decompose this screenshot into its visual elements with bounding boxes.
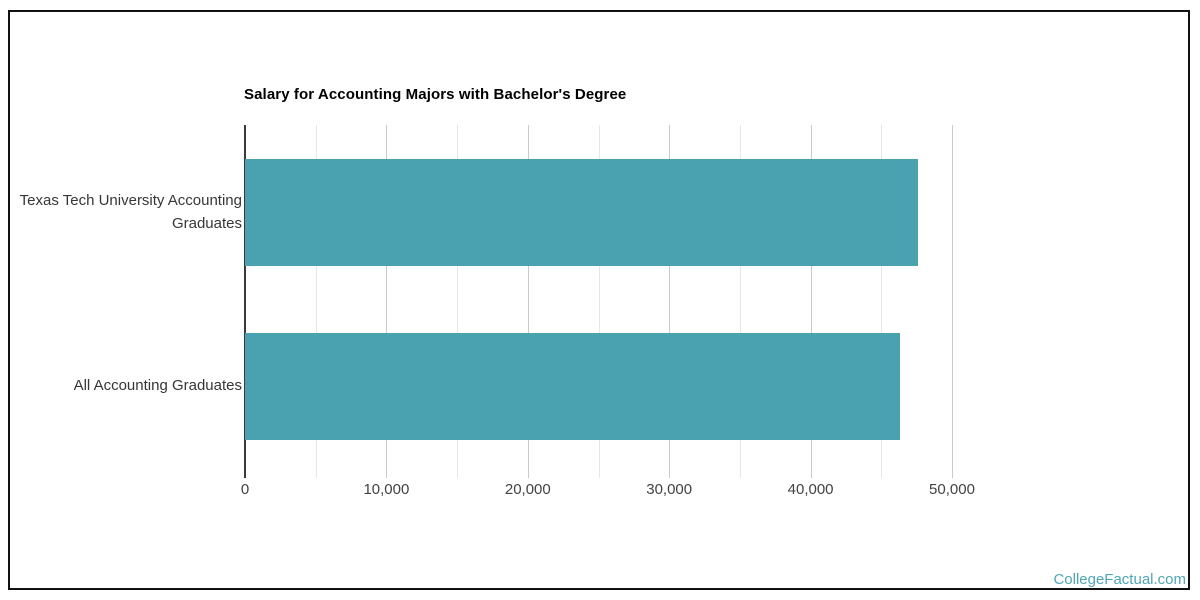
x-tick-label: 50,000 <box>929 481 975 498</box>
x-tick-label: 40,000 <box>787 481 834 498</box>
minor-gridline <box>881 125 883 478</box>
plot-area: 0 10,000 20,000 30,000 40,000 50,000 <box>241 125 1025 498</box>
major-gridline <box>386 125 388 478</box>
y-axis-line <box>244 125 246 478</box>
minor-gridline <box>457 125 459 478</box>
major-gridline <box>527 125 529 478</box>
bar-0 <box>245 158 919 266</box>
minor-gridline <box>598 125 600 478</box>
category-label-texas-tech: Texas Tech University Accounting Graduat… <box>19 192 242 232</box>
major-gridline <box>810 125 812 478</box>
major-gridline <box>669 125 671 478</box>
collegefactual-watermark-link[interactable]: CollegeFactual.com <box>1053 571 1186 588</box>
x-tick-label: 30,000 <box>646 481 693 498</box>
minor-gridline <box>739 125 741 478</box>
bar-1 <box>245 332 900 440</box>
chart-title: Salary for Accounting Majors with Bachel… <box>244 86 627 103</box>
x-tick-label: 0 <box>240 481 250 498</box>
minor-gridline <box>315 125 317 478</box>
category-label-all-graduates: All Accounting Graduates <box>73 377 242 394</box>
x-tick-label: 10,000 <box>363 481 410 498</box>
x-tick-label: 20,000 <box>504 481 551 498</box>
major-gridline <box>952 125 953 478</box>
